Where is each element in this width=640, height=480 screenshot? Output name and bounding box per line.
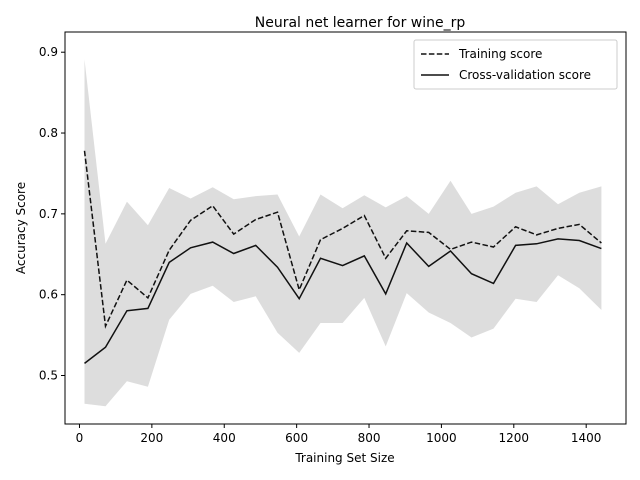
y-tick-label: 0.5 (39, 369, 58, 383)
chart-title: Neural net learner for wine_rp (255, 15, 466, 31)
y-axis: 0.5 0.6 0.7 0.8 0.9 (39, 45, 65, 383)
x-tick-label: 1200 (499, 431, 530, 445)
x-tick-label: 1400 (571, 431, 602, 445)
y-axis-label: Accuracy Score (14, 182, 28, 274)
legend-training-label: Training score (458, 47, 542, 61)
legend: Training score Cross-validation score (413, 39, 618, 90)
x-axis-label: Training Set Size (294, 451, 394, 465)
y-tick-label: 0.9 (39, 45, 58, 59)
x-tick-label: 400 (213, 431, 236, 445)
y-tick-label: 0.8 (39, 126, 58, 140)
legend-cv-label: Cross-validation score (459, 68, 591, 82)
x-tick-label: 200 (140, 431, 163, 445)
y-tick-label: 0.6 (39, 288, 58, 302)
training-score-line (83, 150, 602, 329)
cross-validation-score-line (84, 238, 602, 364)
x-axis: 0 200 400 600 800 1000 1200 1400 (76, 424, 602, 445)
legend-box (413, 39, 618, 90)
x-tick-label: 600 (285, 431, 308, 445)
y-tick-label: 0.7 (39, 207, 58, 221)
x-tick-label: 800 (358, 431, 381, 445)
x-tick-label: 1000 (426, 431, 457, 445)
x-tick-label: 0 (76, 431, 84, 445)
plot-area (64, 31, 627, 425)
plot-frame (64, 31, 627, 425)
confidence-band (84, 59, 602, 407)
